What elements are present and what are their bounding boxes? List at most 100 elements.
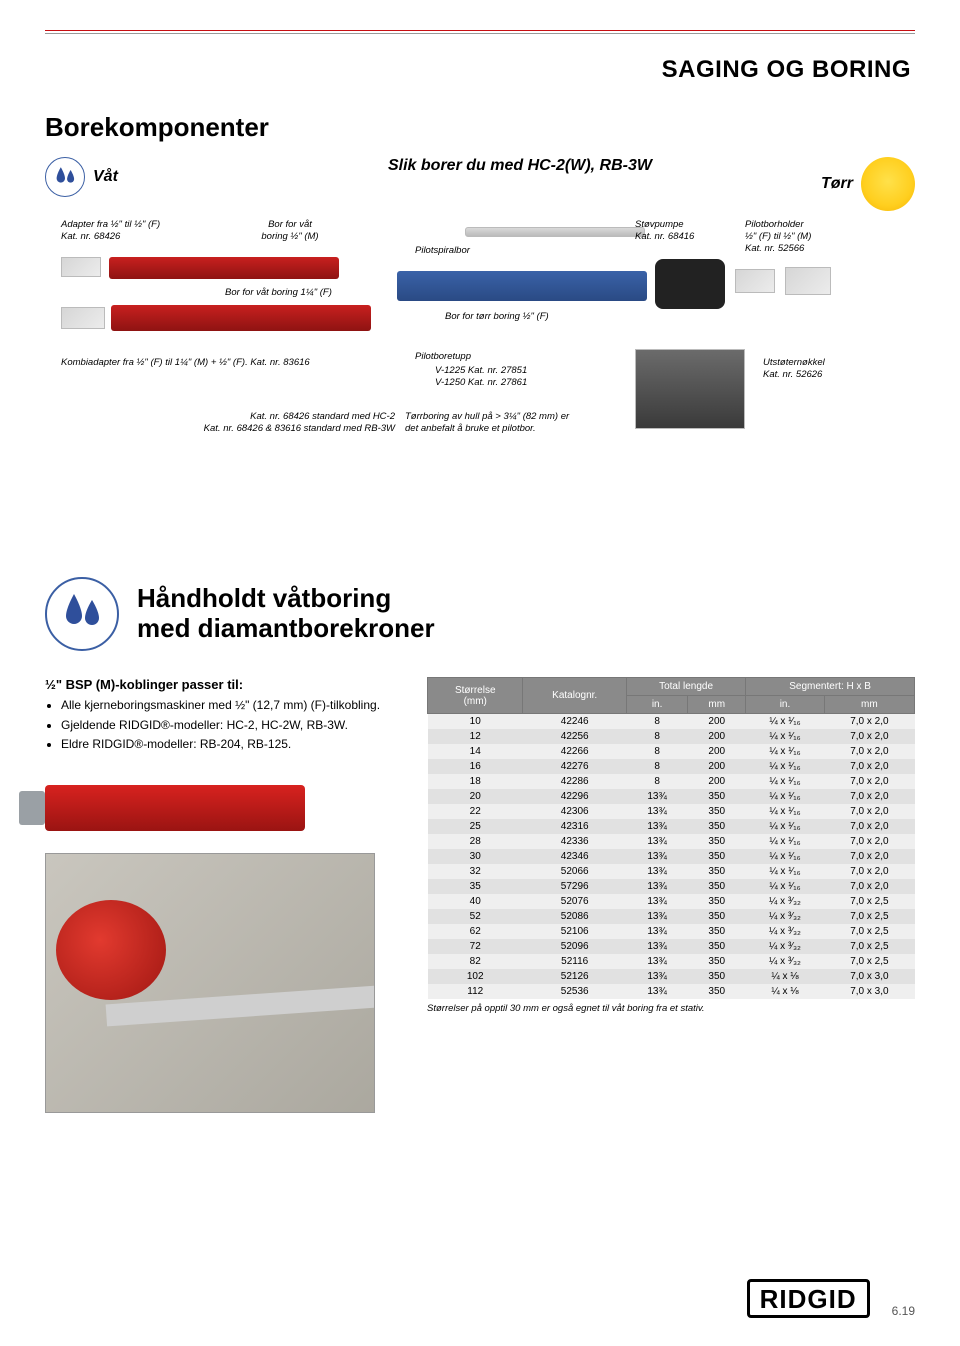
section2-title-l2: med diamantborekroner — [137, 613, 435, 643]
koblinger-list: Alle kjerneboringsmaskiner med ½" (12,7 … — [45, 698, 405, 753]
left-column: ½" BSP (M)-koblinger passer til: Alle kj… — [45, 677, 405, 1113]
table-cell: 8 — [626, 744, 687, 759]
table-cell: 42246 — [523, 714, 626, 730]
table-cell: 32 — [428, 864, 523, 879]
table-cell: 42276 — [523, 759, 626, 774]
table-row: 1125253613¾350¼ x ⅛7,0 x 3,0 — [428, 984, 915, 999]
label-pilot-spiral: Pilotspiralbor — [415, 245, 470, 257]
table-cell: 28 — [428, 834, 523, 849]
table-row: 204229613¾350¼ x ¹⁄₁₆7,0 x 2,0 — [428, 789, 915, 804]
table-cell: 7,0 x 2,0 — [824, 759, 914, 774]
table-cell: 102 — [428, 969, 523, 984]
table-row: 16422768200¼ x ¹⁄₁₆7,0 x 2,0 — [428, 759, 915, 774]
table-cell: ¼ x ³⁄₃₂ — [746, 954, 825, 969]
diagram-container: Våt Slik borer du med HC-2(W), RB-3W Tør… — [45, 157, 915, 507]
table-cell: ¼ x ¹⁄₁₆ — [746, 714, 825, 730]
table-cell: 350 — [688, 879, 746, 894]
table-cell: 8 — [626, 729, 687, 744]
wet-icon-large — [45, 577, 119, 651]
wet-core-half-graphic — [109, 257, 339, 279]
table-cell: 7,0 x 2,0 — [824, 804, 914, 819]
table-cell: 350 — [688, 864, 746, 879]
table-row: 625210613¾350¼ x ³⁄₃₂7,0 x 2,5 — [428, 924, 915, 939]
table-note: Størrelser på opptil 30 mm er også egnet… — [427, 1003, 915, 1014]
table-cell: 7,0 x 2,0 — [824, 864, 914, 879]
table-cell: 42286 — [523, 774, 626, 789]
table-cell: 13¾ — [626, 834, 687, 849]
adapter-graphic — [61, 257, 101, 277]
bullet-3: Eldre RIDGID®-modeller: RB-204, RB-125. — [61, 737, 405, 753]
pilot-holder-graphic — [735, 269, 775, 293]
table-cell: 20 — [428, 789, 523, 804]
table-cell: 62 — [428, 924, 523, 939]
koblinger-head: ½" BSP (M)-koblinger passer til: — [45, 677, 405, 692]
core-bit-graphic — [45, 785, 305, 831]
table-cell: 82 — [428, 954, 523, 969]
table-cell: 35 — [428, 879, 523, 894]
label-wet-bore-half: Bor for våtboring ½" (M) — [245, 219, 335, 243]
th-in-2: in. — [746, 696, 825, 714]
table-cell: 52116 — [523, 954, 626, 969]
table-cell: 52536 — [523, 984, 626, 999]
table-cell: 13¾ — [626, 849, 687, 864]
table-cell: 13¾ — [626, 954, 687, 969]
label-dry-bore-half: Bor for tørr boring ½" (F) — [445, 311, 549, 323]
table-cell: 42346 — [523, 849, 626, 864]
table-cell: 13¾ — [626, 819, 687, 834]
right-column: Størrelse(mm) Katalognr. Total lengde Se… — [427, 677, 915, 1113]
table-cell: 40 — [428, 894, 523, 909]
table-row: 355729613¾350¼ x ¹⁄₁₆7,0 x 2,0 — [428, 879, 915, 894]
table-cell: 13¾ — [626, 969, 687, 984]
table-cell: 8 — [626, 759, 687, 774]
dry-label: Tørr — [821, 175, 853, 193]
table-row: 1025212613¾350¼ x ⅛7,0 x 3,0 — [428, 969, 915, 984]
table-cell: 7,0 x 2,0 — [824, 744, 914, 759]
table-cell: 72 — [428, 939, 523, 954]
section2-title: Håndholdt våtboring med diamantborekrone… — [137, 584, 435, 644]
table-row: 18422868200¼ x ¹⁄₁₆7,0 x 2,0 — [428, 774, 915, 789]
table-cell: 13¾ — [626, 894, 687, 909]
drilling-photo — [45, 853, 375, 1113]
dust-pump-graphic — [655, 259, 725, 309]
table-cell: ¼ x ¹⁄₁₆ — [746, 789, 825, 804]
table-row: 12422568200¼ x ¹⁄₁₆7,0 x 2,0 — [428, 729, 915, 744]
dry-core-graphic — [397, 271, 647, 301]
th-mm-2: mm — [824, 696, 914, 714]
th-catalog: Katalognr. — [523, 678, 626, 714]
table-cell: 7,0 x 2,0 — [824, 819, 914, 834]
table-cell: ¼ x ³⁄₃₂ — [746, 924, 825, 939]
table-cell: ¼ x ¹⁄₁₆ — [746, 744, 825, 759]
table-cell: 350 — [688, 954, 746, 969]
table-cell: 52086 — [523, 909, 626, 924]
label-dust-pump: StøvpumpeKat. nr. 68416 — [635, 219, 725, 243]
table-cell: 42296 — [523, 789, 626, 804]
table-row: 254231613¾350¼ x ¹⁄₁₆7,0 x 2,0 — [428, 819, 915, 834]
table-cell: ¼ x ¹⁄₁₆ — [746, 804, 825, 819]
table-cell: 200 — [688, 744, 746, 759]
table-cell: 30 — [428, 849, 523, 864]
table-cell: 7,0 x 2,5 — [824, 909, 914, 924]
table-cell: 350 — [688, 984, 746, 999]
wet-label: Våt — [93, 168, 118, 186]
th-mm-1: mm — [688, 696, 746, 714]
table-cell: 350 — [688, 849, 746, 864]
pilot-spiral-graphic — [465, 227, 645, 237]
ridgid-logo: RIDGID — [747, 1279, 870, 1318]
table-cell: 52106 — [523, 924, 626, 939]
table-row: 405207613¾350¼ x ³⁄₃₂7,0 x 2,5 — [428, 894, 915, 909]
mid-heading: Slik borer du med HC-2(W), RB-3W — [265, 157, 775, 175]
table-cell: ¼ x ¹⁄₁₆ — [746, 834, 825, 849]
table-cell: 42336 — [523, 834, 626, 849]
table-cell: 7,0 x 3,0 — [824, 969, 914, 984]
table-cell: 7,0 x 2,0 — [824, 849, 914, 864]
table-cell: 14 — [428, 744, 523, 759]
table-cell: 52096 — [523, 939, 626, 954]
label-wet-bore-114: Bor for våt boring 1¼" (F) — [225, 287, 332, 299]
table-cell: 7,0 x 2,0 — [824, 774, 914, 789]
table-cell: 8 — [626, 714, 687, 730]
diagram-body: Adapter fra ½" til ½" (F)Kat. nr. 68426 … — [45, 219, 915, 499]
label-dry-note: Tørrboring av hull på > 3¼" (82 mm) erde… — [405, 411, 625, 435]
chuck-graphic — [785, 267, 831, 295]
label-std-hc2: Kat. nr. 68426 standard med HC-2 — [165, 411, 395, 423]
th-size: Størrelse(mm) — [428, 678, 523, 714]
